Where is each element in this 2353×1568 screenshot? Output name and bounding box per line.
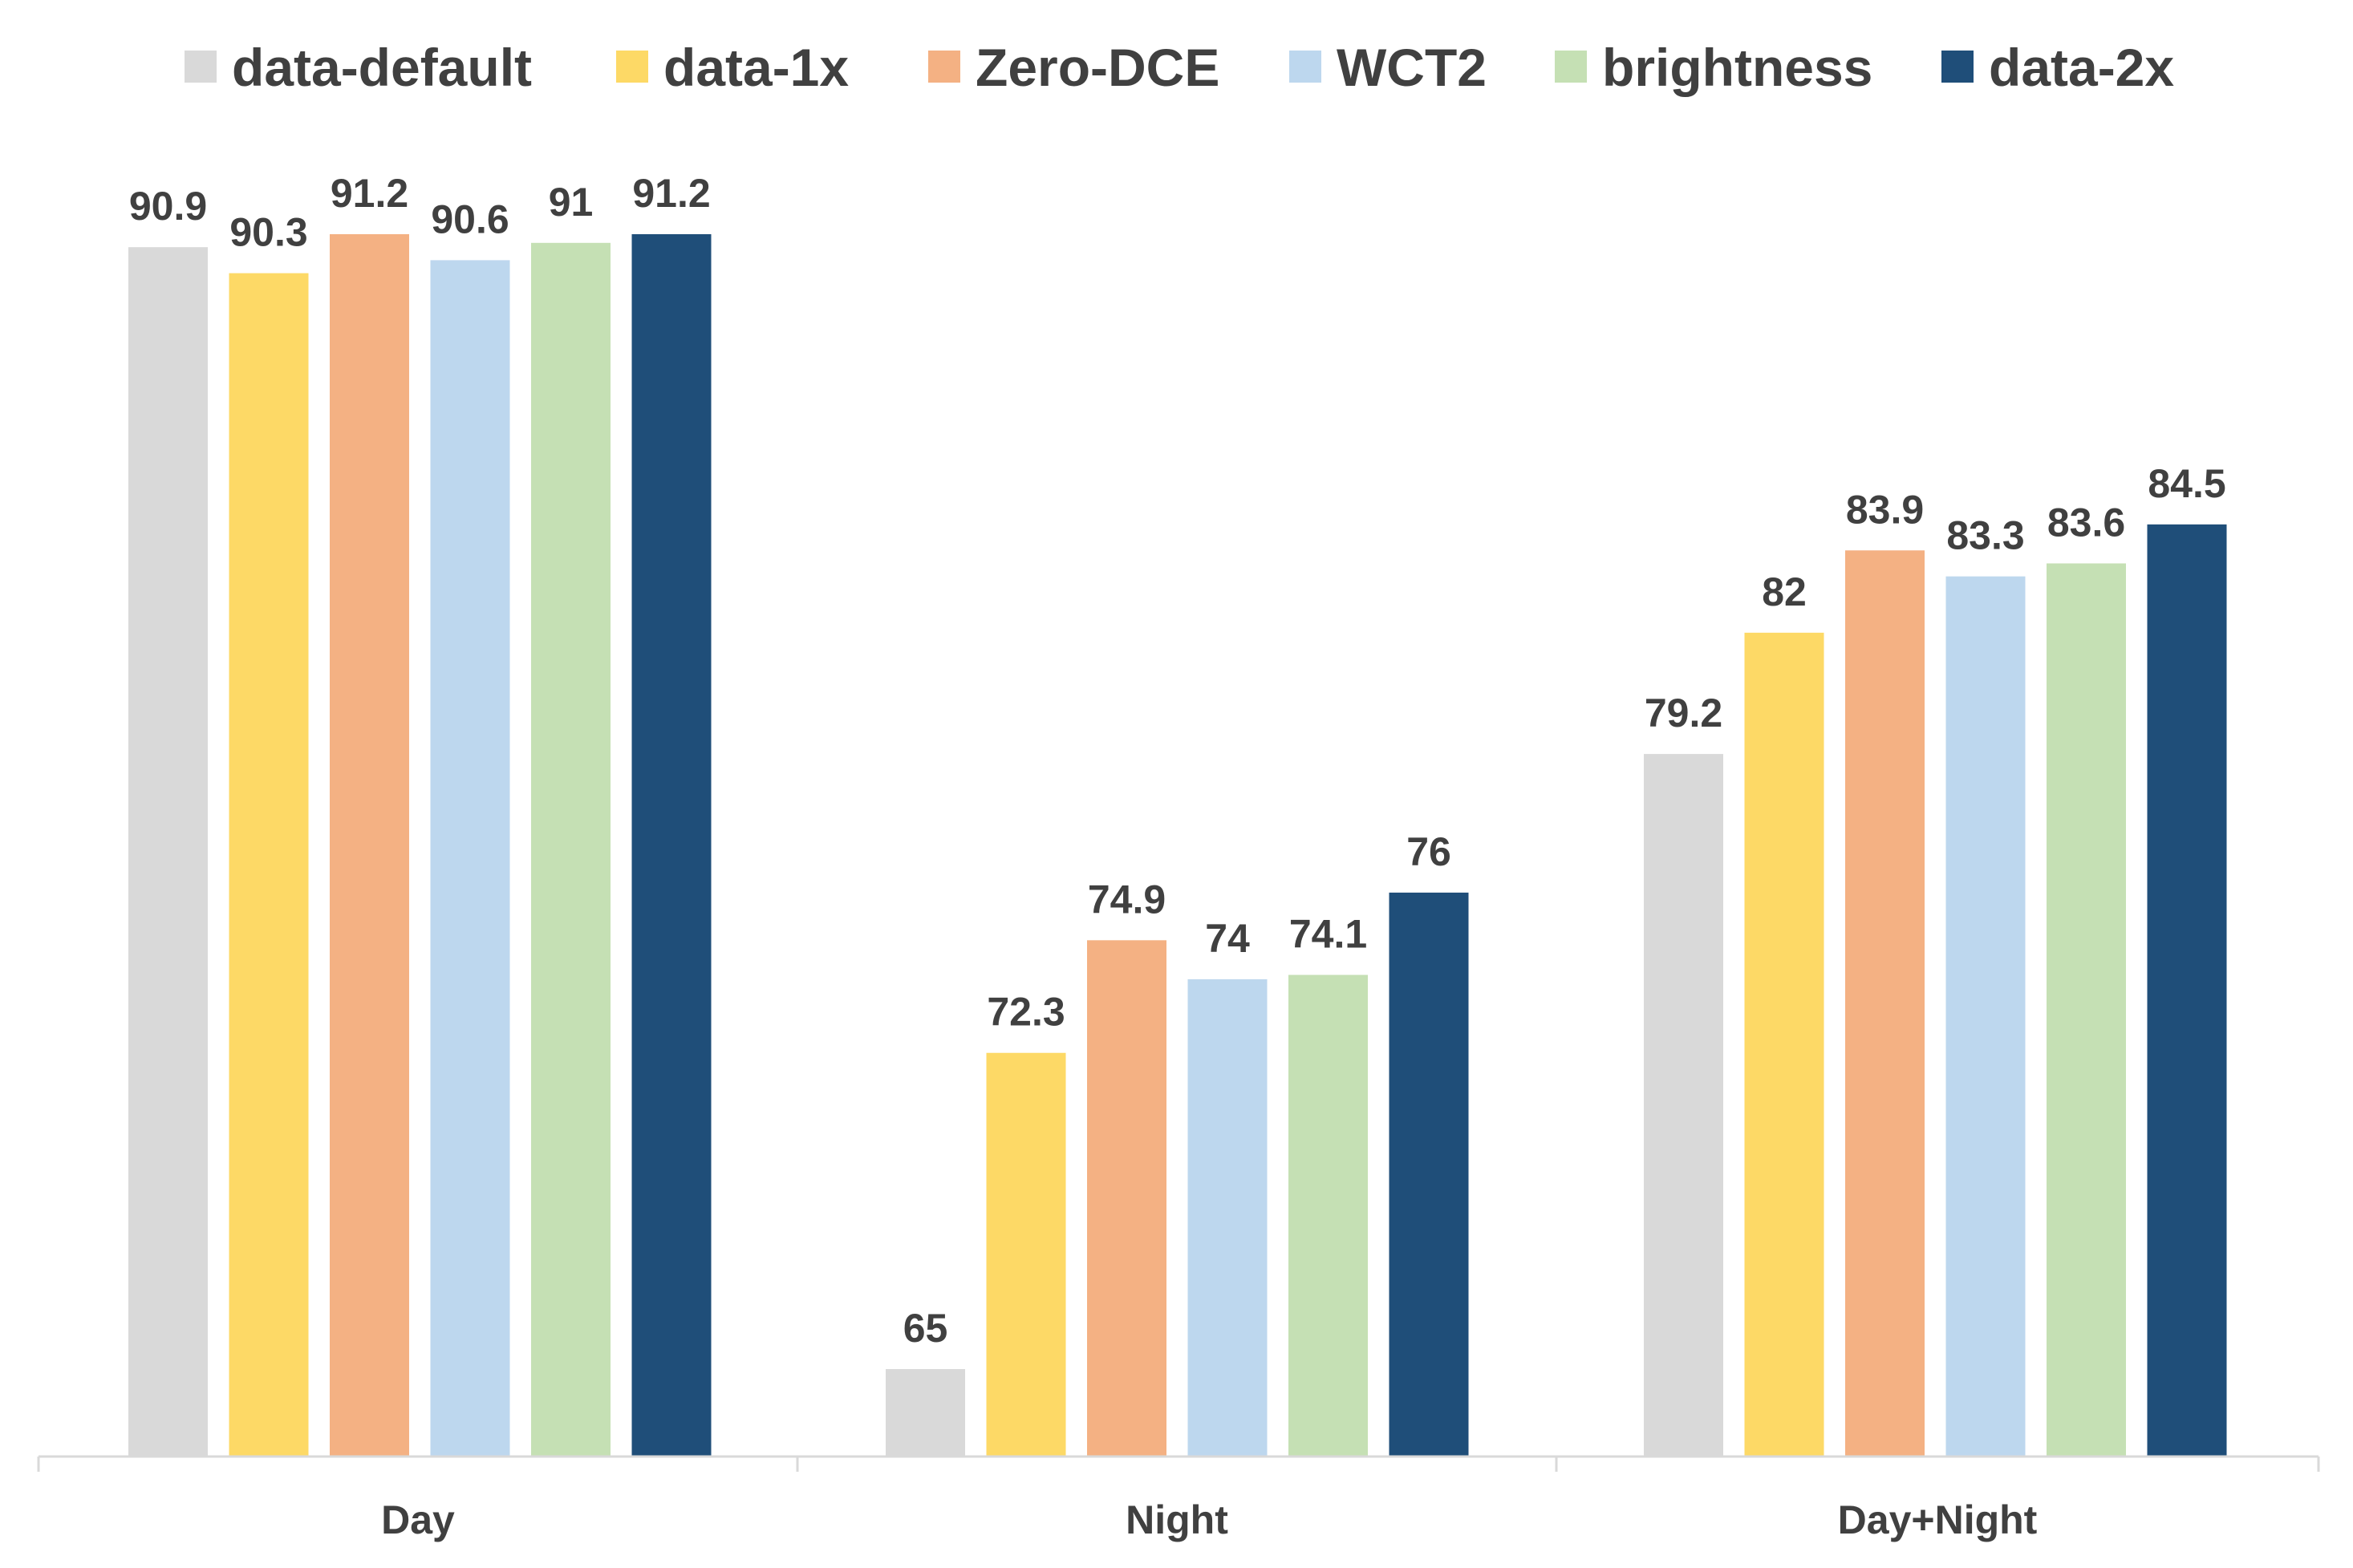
data-label-brightness-day-night: 83.6	[2047, 500, 2125, 545]
legend-swatch-zero-dce	[928, 51, 960, 83]
legend-swatch-data-2x	[1941, 51, 1974, 83]
bar-data-2x-day-night	[2147, 524, 2227, 1456]
bar-data-1x-night	[986, 1052, 1066, 1456]
data-label-data-default-day: 90.9	[129, 184, 207, 229]
category-label-night: Night	[1126, 1497, 1228, 1542]
data-label-data-default-day-night: 79.2	[1645, 691, 1722, 735]
data-label-zero-dce-day: 91.2	[331, 171, 408, 216]
bar-data-1x-day-night	[1744, 632, 1824, 1456]
bar-brightness-night	[1288, 974, 1368, 1456]
data-label-data-2x-day-night: 84.5	[2148, 461, 2225, 506]
data-label-data-default-night: 65	[903, 1306, 948, 1351]
data-label-data-1x-day-night: 82	[1762, 569, 1807, 614]
legend-label-brightness: brightness	[1602, 38, 1872, 97]
bar-brightness-day-night	[2047, 563, 2126, 1457]
data-label-wct2-night: 74	[1205, 916, 1250, 961]
data-label-data-2x-day: 91.2	[632, 171, 710, 216]
legend-label-data-2x: data-2x	[1989, 38, 2174, 97]
bar-data-2x-day	[631, 234, 712, 1456]
legend-swatch-data-default	[185, 51, 217, 83]
data-label-zero-dce-day-night: 83.9	[1846, 487, 1924, 532]
legend-swatch-wct2	[1289, 51, 1321, 83]
plot-area: 90.9 65 79.2 90.3 72.3 82 91.2 74.9 83.9 90.6 74 83…	[128, 171, 2227, 1457]
bar-data-2x-night	[1389, 892, 1469, 1456]
bar-data-default-night	[886, 1368, 965, 1456]
data-label-data-1x-night: 72.3	[987, 990, 1065, 1035]
bar-zero-dce-night	[1087, 940, 1166, 1456]
bar-zero-dce-day-night	[1845, 550, 1925, 1457]
bar-brightness-day	[531, 242, 611, 1457]
legend-label-data-1x: data-1x	[663, 38, 849, 97]
category-label-day-night: Day+Night	[1838, 1497, 2038, 1542]
x-axis: Day Night Day+Night	[37, 1455, 2320, 1542]
bar-data-default-day-night	[1644, 754, 1723, 1456]
legend-label-wct2: WCT2	[1337, 38, 1487, 97]
legend-label-zero-dce: Zero-DCE	[976, 38, 1219, 97]
bar-wct2-day	[430, 260, 510, 1456]
data-label-data-1x-day: 90.3	[229, 210, 307, 255]
legend-swatch-brightness	[1555, 51, 1587, 83]
legend-swatch-data-1x	[616, 51, 648, 83]
bar-wct2-day-night	[1945, 576, 2026, 1456]
data-label-brightness-day: 91	[549, 180, 594, 225]
legend-label-data-default: data-default	[232, 38, 532, 97]
bar-zero-dce-day	[330, 234, 409, 1456]
data-label-data-2x-night: 76	[1406, 829, 1451, 874]
data-label-wct2-day-night: 83.3	[1946, 513, 2024, 558]
category-label-day: Day	[381, 1497, 455, 1542]
data-label-brightness-night: 74.1	[1289, 912, 1367, 957]
bar-data-1x-day	[229, 273, 309, 1456]
legend: data-default data-1x Zero-DCE WCT2 brightnes…	[185, 38, 2174, 97]
data-label-wct2-day: 90.6	[431, 197, 509, 241]
bar-wct2-night	[1187, 978, 1268, 1456]
data-label-zero-dce-night: 74.9	[1088, 877, 1166, 922]
bar-data-default-day	[128, 247, 208, 1456]
